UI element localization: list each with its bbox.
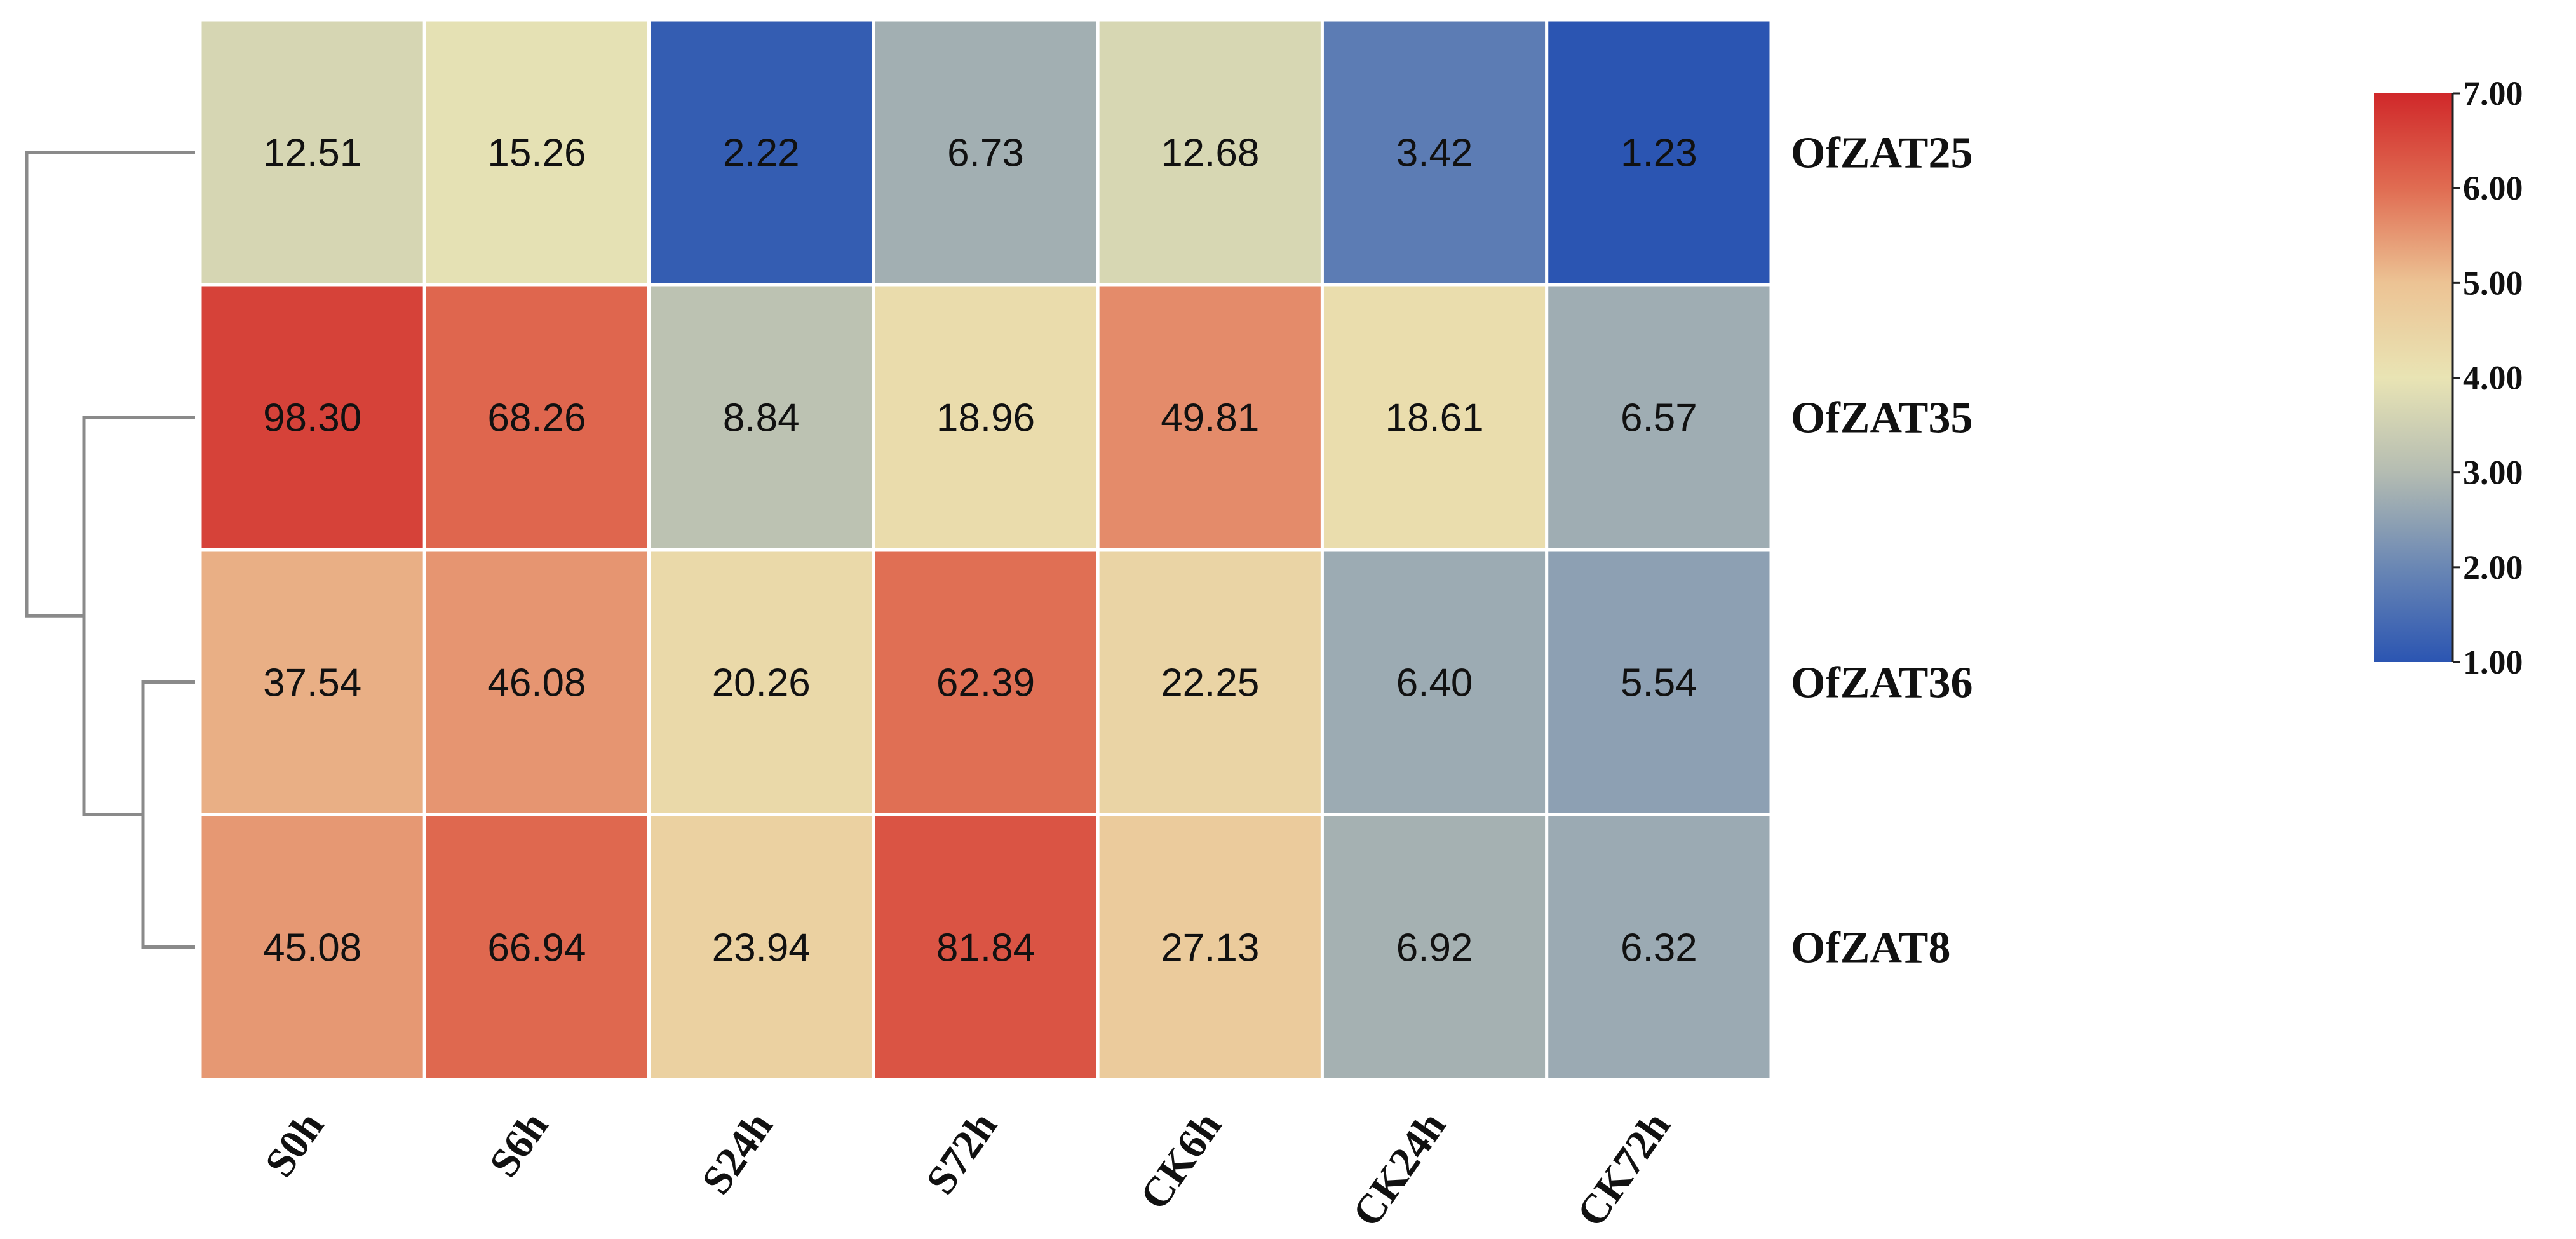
cell-value-label: 37.54: [263, 661, 361, 705]
cell-value-label: 66.94: [487, 926, 586, 970]
dendrogram-branch: [141, 680, 195, 949]
heatmap-cell: [422, 548, 651, 816]
heatmap-cell: [1320, 548, 1549, 816]
heatmap-cell: [1096, 283, 1324, 552]
cell-value-label: 6.32: [1621, 926, 1697, 970]
cell-value-label: 46.08: [487, 661, 586, 705]
row-label: OfZAT25: [1791, 129, 1973, 178]
heatmap-cell: [1320, 283, 1549, 552]
cell-value-label: 18.96: [936, 396, 1035, 440]
heatmap-cell: [1545, 813, 1773, 1081]
colorbar-tick-label: 7.00: [2463, 74, 2523, 112]
heatmap-cell: [1545, 283, 1773, 552]
cell-value-label: 12.68: [1161, 132, 1259, 175]
cell-value-label: 81.84: [936, 926, 1035, 970]
colorbar-tick-label: 6.00: [2463, 169, 2523, 207]
heatmap-cell: [1096, 548, 1324, 816]
cell-value-label: 15.26: [487, 132, 586, 175]
heatmap-cell: [422, 18, 651, 287]
cell-value-label: 6.92: [1396, 926, 1473, 970]
heatmap-cell: [647, 18, 875, 287]
column-label: CK72h: [1568, 1104, 1679, 1235]
colorbar-tick-label: 4.00: [2463, 359, 2523, 397]
heatmap-cell: [1320, 18, 1549, 287]
cell-value-label: 98.30: [263, 396, 361, 440]
cell-value-label: 22.25: [1161, 661, 1259, 705]
heatmap-cell: [872, 18, 1100, 287]
heatmap-cell: [1096, 18, 1324, 287]
cell-value-label: 1.23: [1621, 132, 1697, 175]
cell-value-label: 20.26: [712, 661, 811, 705]
dendrogram-branch: [82, 416, 195, 816]
heatmap-cell: [198, 283, 426, 552]
cell-value-label: 8.84: [723, 396, 800, 440]
column-label: S24h: [693, 1104, 782, 1203]
row-dendrogram: [25, 151, 195, 949]
colorbar-tick-label: 5.00: [2463, 264, 2523, 302]
cell-value-label: 6.57: [1621, 396, 1697, 440]
cell-value-label: 49.81: [1161, 396, 1259, 440]
column-label: S72h: [917, 1104, 1006, 1203]
column-label: CK6h: [1131, 1104, 1231, 1218]
heatmap-cell: [872, 813, 1100, 1081]
heatmap-cell: [647, 283, 875, 552]
row-labels: OfZAT25 OfZAT35 OfZAT36 OfZAT8: [1791, 129, 1973, 973]
heatmap-cell: [1545, 548, 1773, 816]
colorbar-tick-label: 2.00: [2463, 548, 2523, 586]
cell-value-label: 5.54: [1621, 661, 1697, 705]
colorbar-gradient: [2374, 93, 2453, 662]
cell-value-label: 27.13: [1161, 926, 1259, 970]
heatmap-cell: [872, 548, 1100, 816]
cell-value-label: 68.26: [487, 396, 586, 440]
column-labels: S0h S6h S24h S72h CK6h CK24h CK72h: [256, 1104, 1680, 1235]
column-label: S0h: [256, 1104, 333, 1186]
column-label: CK24h: [1344, 1104, 1455, 1235]
row-label: OfZAT8: [1791, 924, 1951, 973]
cell-value-label: 45.08: [263, 926, 361, 970]
heatmap-cell: [647, 548, 875, 816]
heatmap-cell: [198, 18, 426, 287]
heatmap-cell: [422, 813, 651, 1081]
cell-value-label: 62.39: [936, 661, 1035, 705]
cell-value-label: 2.22: [723, 132, 800, 175]
cell-value-label: 18.61: [1385, 396, 1483, 440]
cell-value-label: 6.40: [1396, 661, 1473, 705]
cell-value-label: 3.42: [1396, 132, 1473, 175]
colorbar-tick-label: 1.00: [2463, 643, 2523, 681]
cell-value-label: 23.94: [712, 926, 811, 970]
cell-value-label: 12.51: [263, 132, 361, 175]
heatmap-cell: [1320, 813, 1549, 1081]
colorbar: 7.00 6.00 5.00 4.00 3.00 2.00 1.00: [2374, 74, 2523, 681]
colorbar-tick-label: 3.00: [2463, 454, 2523, 492]
row-label: OfZAT35: [1791, 394, 1973, 443]
dendrogram-branch: [25, 151, 195, 618]
row-label: OfZAT36: [1791, 659, 1973, 708]
heatmap-cell: [198, 813, 426, 1081]
heatmap-cells: 12.51 15.26 2.22 6.73 12.68 3.42 1.23 98.30 68.2…: [198, 18, 1773, 1081]
column-label: S6h: [480, 1104, 557, 1186]
cell-value-label: 6.73: [947, 132, 1024, 175]
